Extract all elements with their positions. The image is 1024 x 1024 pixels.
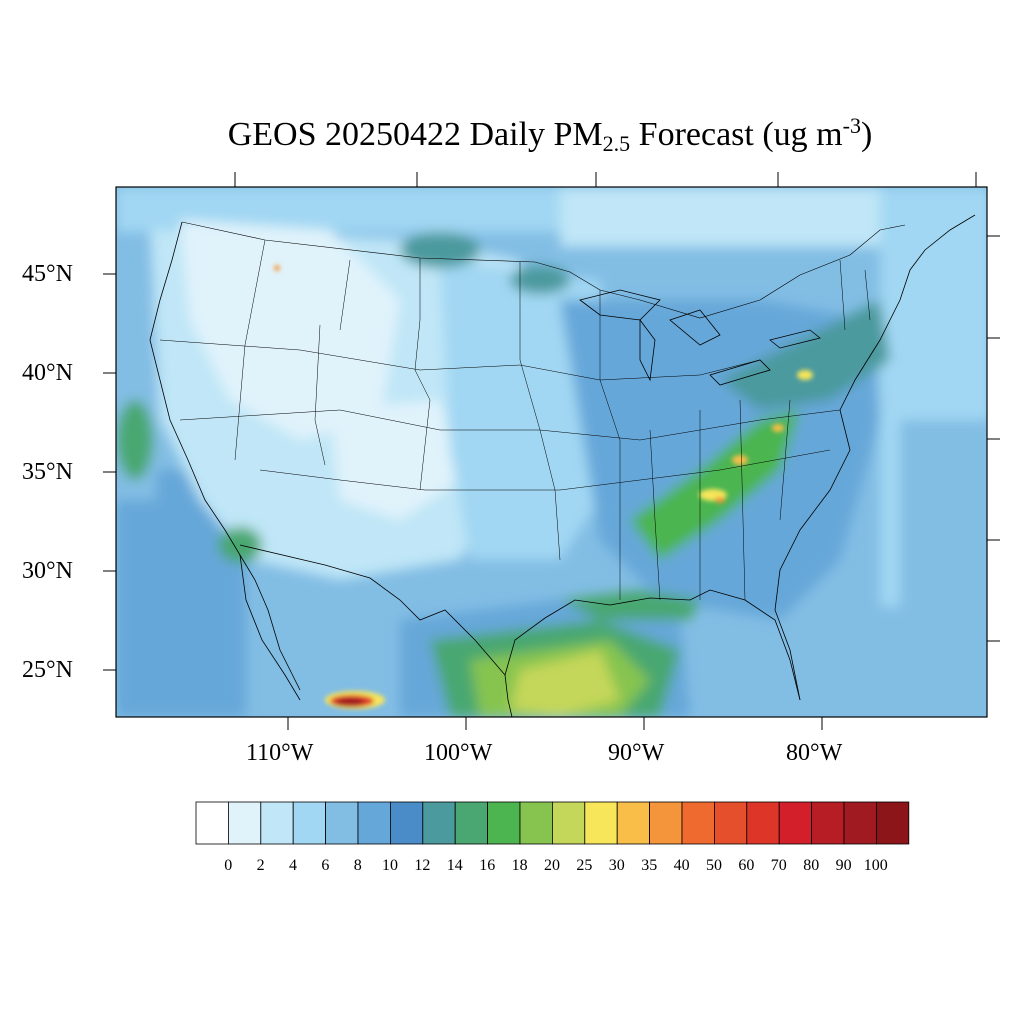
colorbar-box [357, 801, 391, 845]
colorbar-box [778, 801, 813, 845]
colorbar-box [227, 801, 262, 845]
title-superscript: -3 [842, 113, 861, 138]
colorbar-box [422, 801, 456, 845]
map-title: GEOS 20250422 Daily PM2.5 Forecast (ug m… [0, 113, 1024, 157]
colorbar-tick-label: 35 [641, 857, 658, 874]
lon-label-90w: 90°W [608, 740, 665, 766]
lon-label-100w: 100°W [424, 740, 493, 766]
colorbar-tick-label: 0 [224, 857, 233, 874]
colorbar-box [811, 801, 845, 845]
colorbar-box [195, 801, 229, 845]
colorbar-tick-label: 80 [803, 857, 820, 874]
colorbar-box [649, 801, 683, 845]
colorbar-box [519, 801, 553, 845]
colorbar-box [584, 801, 618, 845]
lat-label-40: 40°N [22, 360, 73, 386]
title-main: GEOS 20250422 Daily PM [227, 116, 603, 153]
map-frame [115, 186, 988, 718]
colorbar-box [616, 801, 651, 845]
colorbar-tick-label: 60 [738, 857, 755, 874]
colorbar-tick-label: 70 [770, 857, 787, 874]
colorbar-box [389, 801, 424, 845]
colorbar-box [876, 801, 910, 845]
colorbar-box [325, 801, 359, 845]
lon-label-110w: 110°W [246, 740, 314, 766]
colorbar-tick-label: 50 [706, 857, 722, 874]
title-forecast: Forecast (ug m [630, 116, 843, 153]
colorbar-tick-label: 16 [479, 857, 496, 874]
colorbar-tick-label: 10 [382, 857, 398, 874]
colorbar-tick-label: 12 [414, 857, 431, 874]
colorbar [195, 801, 910, 845]
colorbar-box [746, 801, 780, 845]
colorbar-tick-label: 25 [576, 857, 593, 874]
colorbar-tick-label: 30 [608, 857, 625, 874]
lat-label-35: 35°N [22, 459, 73, 485]
colorbar-box [454, 801, 489, 845]
lat-label-45: 45°N [22, 261, 73, 287]
colorbar-tick-label: 8 [353, 857, 362, 874]
colorbar-box [552, 801, 586, 845]
lat-label-25: 25°N [22, 657, 73, 683]
colorbar-tick-label: 100 [863, 857, 888, 874]
colorbar-tick-label: 6 [321, 857, 330, 874]
colorbar-box [292, 801, 327, 845]
ticks [103, 172, 1000, 730]
colorbar-box [843, 801, 877, 845]
colorbar-box [681, 801, 715, 845]
colorbar-tick-label: 14 [446, 857, 463, 874]
lon-label-80w: 80°W [786, 740, 843, 766]
boundaries [149, 214, 976, 717]
colorbar-tick-label: 40 [673, 857, 690, 874]
colorbar-tick-label: 90 [835, 857, 852, 874]
lat-label-30: 30°N [22, 558, 73, 584]
colorbar-box [487, 801, 521, 845]
colorbar-tick-label: 20 [544, 857, 560, 874]
colorbar-tick-label: 18 [511, 857, 528, 874]
colorbar-box [260, 801, 294, 845]
colorbar-tick-label: 2 [256, 857, 265, 874]
colorbar-box [714, 801, 748, 845]
title-close: ) [860, 116, 873, 153]
title-subscript: 2.5 [602, 131, 631, 156]
colorbar-tick-label: 4 [289, 857, 297, 874]
concentration-field [116, 187, 987, 717]
